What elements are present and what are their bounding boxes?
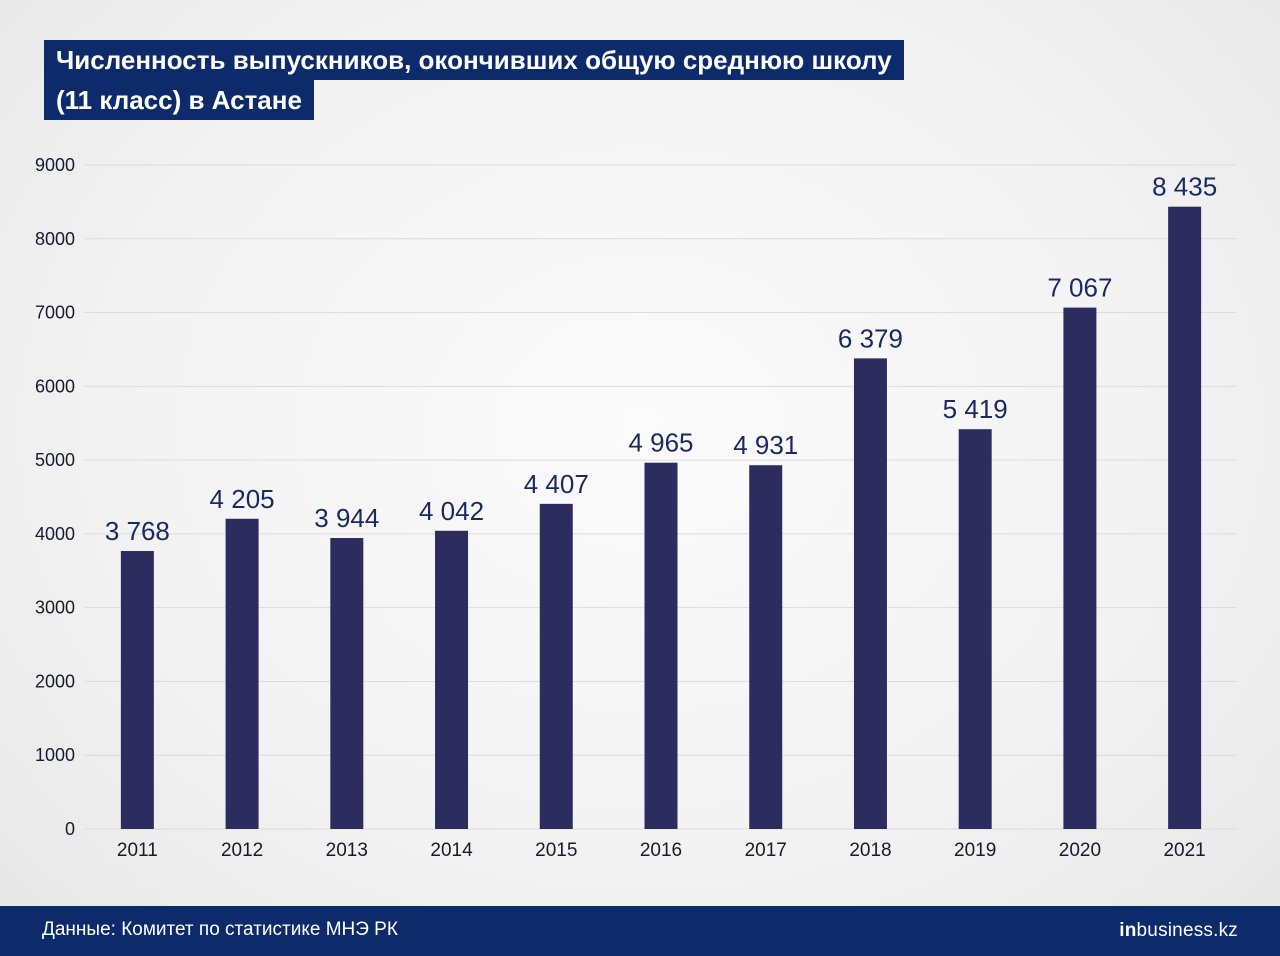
x-tick-label: 2019 (954, 840, 996, 861)
bar-2018 (853, 358, 887, 829)
bar-2021 (1168, 206, 1202, 829)
bar-2017 (749, 465, 783, 829)
footer-bar: Данные: Комитет по статистике МНЭ РК inb… (0, 906, 1280, 956)
logo-in: in (1119, 920, 1137, 941)
data-label: 8 435 (1152, 172, 1217, 202)
x-tick-label: 2016 (640, 840, 682, 861)
y-tick-label: 1000 (35, 745, 75, 765)
data-label: 4 965 (628, 428, 693, 458)
chart-title-line-1: Численность выпускников, окончивших общу… (44, 40, 904, 80)
y-tick-label: 0 (65, 819, 75, 839)
data-label: 4 931 (733, 430, 798, 460)
brand-logo: inbusiness.kz (1119, 920, 1238, 942)
y-tick-label: 2000 (35, 671, 75, 691)
y-tick-label: 3000 (35, 598, 75, 618)
data-label: 3 768 (105, 516, 170, 546)
x-tick-label: 2014 (430, 840, 473, 861)
y-tick-label: 6000 (35, 376, 75, 396)
bar-2012 (225, 518, 259, 829)
bar-chart: 0 1000 2000 3000 4000 5000 6000 7000 8000 9000 3 7… (35, 155, 1237, 861)
bar-2016 (644, 462, 678, 829)
x-tick-label: 2013 (326, 840, 368, 861)
y-tick-label: 8000 (35, 229, 75, 249)
bar-2015 (539, 503, 573, 829)
bar-2011 (120, 551, 154, 829)
data-label: 4 042 (419, 496, 484, 526)
y-tick-label: 4000 (35, 524, 75, 544)
bar-2020 (1063, 307, 1097, 830)
bar-2019 (958, 429, 992, 829)
bar-2013 (330, 538, 364, 829)
x-tick-label: 2021 (1163, 840, 1205, 861)
x-tick-label: 2020 (1059, 840, 1101, 861)
data-label: 3 944 (314, 503, 379, 533)
data-label: 5 419 (943, 394, 1008, 424)
chart-title-line-2: (11 класс) в Астане (44, 80, 314, 120)
data-label: 4 205 (210, 484, 275, 514)
x-tick-label: 2011 (117, 840, 158, 861)
x-tick-label: 2017 (745, 840, 787, 861)
bar-2014 (435, 530, 469, 829)
y-tick-label: 7000 (35, 303, 75, 323)
data-label: 6 379 (838, 323, 903, 353)
logo-rest: business.kz (1136, 920, 1238, 941)
y-tick-label: 9000 (35, 155, 75, 175)
y-tick-label: 5000 (35, 450, 75, 470)
x-tick-label: 2018 (849, 840, 891, 861)
data-source: Данные: Комитет по статистике МНЭ РК (42, 919, 398, 940)
x-tick-label: 2015 (535, 840, 577, 861)
x-tick-label: 2012 (221, 840, 263, 861)
data-label: 4 407 (524, 469, 589, 499)
data-label: 7 067 (1047, 273, 1112, 303)
